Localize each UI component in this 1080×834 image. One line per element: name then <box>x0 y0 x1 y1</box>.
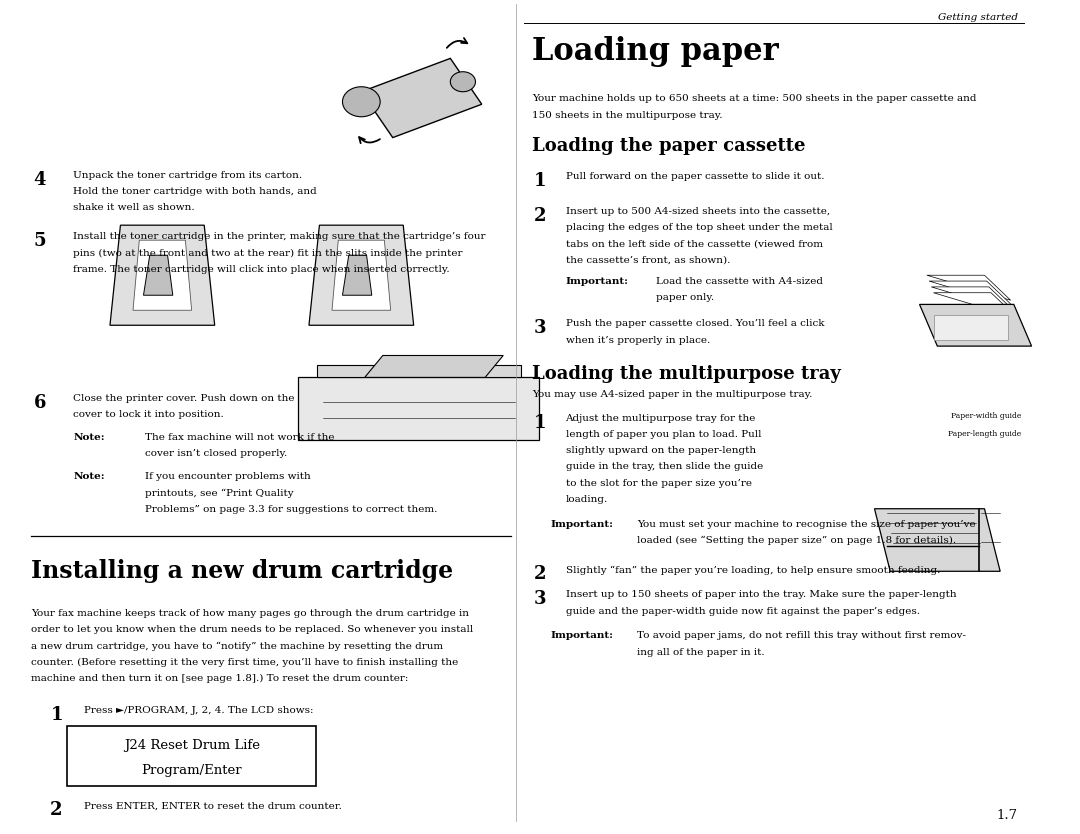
Text: If you encounter problems with: If you encounter problems with <box>145 472 310 481</box>
Text: 2: 2 <box>535 207 546 225</box>
Text: Paper-width guide: Paper-width guide <box>950 412 1021 420</box>
Text: Your fax machine keeps track of how many pages go through the drum cartridge in: Your fax machine keeps track of how many… <box>31 609 470 618</box>
Text: Note:: Note: <box>73 472 105 481</box>
Text: Press ►/PROGRAM, J, 2, 4. The LCD shows:: Press ►/PROGRAM, J, 2, 4. The LCD shows: <box>84 706 313 715</box>
Text: Installing a new drum cartridge: Installing a new drum cartridge <box>31 559 454 583</box>
Text: guide in the tray, then slide the guide: guide in the tray, then slide the guide <box>566 462 762 471</box>
Text: cover to lock it into position.: cover to lock it into position. <box>73 409 224 419</box>
Text: Loading the paper cassette: Loading the paper cassette <box>532 137 806 155</box>
Text: Note:: Note: <box>73 433 105 442</box>
Text: cover isn’t closed properly.: cover isn’t closed properly. <box>145 449 287 458</box>
Text: Loading paper: Loading paper <box>532 36 779 67</box>
Text: counter. (Before resetting it the very first time, you’ll have to finish install: counter. (Before resetting it the very f… <box>31 658 459 667</box>
Text: to the slot for the paper size you’re: to the slot for the paper size you’re <box>566 479 752 488</box>
Text: when it’s properly in place.: when it’s properly in place. <box>566 335 710 344</box>
Text: Insert up to 150 sheets of paper into the tray. Make sure the paper-length: Insert up to 150 sheets of paper into th… <box>566 590 956 600</box>
Polygon shape <box>342 255 372 295</box>
Text: Load the cassette with A4-sized: Load the cassette with A4-sized <box>656 277 823 286</box>
Text: shake it well as shown.: shake it well as shown. <box>73 203 194 213</box>
Text: Adjust the multipurpose tray for the: Adjust the multipurpose tray for the <box>566 414 756 423</box>
Text: 2: 2 <box>51 801 63 820</box>
Polygon shape <box>929 281 1013 306</box>
Text: You must set your machine to recognise the size of paper you’ve: You must set your machine to recognise t… <box>637 520 975 529</box>
Text: Pull forward on the paper cassette to slide it out.: Pull forward on the paper cassette to sl… <box>566 172 824 181</box>
Circle shape <box>342 87 380 117</box>
Bar <box>298 378 539 440</box>
Text: loading.: loading. <box>566 495 608 504</box>
Text: the cassette’s front, as shown).: the cassette’s front, as shown). <box>566 255 730 264</box>
Text: Program/Enter: Program/Enter <box>141 764 242 777</box>
Text: frame. The toner cartridge will click into place when inserted correctly.: frame. The toner cartridge will click in… <box>73 264 450 274</box>
Text: 1: 1 <box>535 414 546 432</box>
Text: pins (two at the front and two at the rear) fit in the slits inside the printer: pins (two at the front and two at the re… <box>73 249 463 258</box>
Text: Important:: Important: <box>566 277 629 286</box>
Text: length of paper you plan to load. Pull: length of paper you plan to load. Pull <box>566 430 761 439</box>
Text: tabs on the left side of the cassette (viewed from: tabs on the left side of the cassette (v… <box>566 239 823 249</box>
Text: printouts, see “Print Quality: printouts, see “Print Quality <box>145 488 293 498</box>
Text: Slightly “fan” the paper you’re loading, to help ensure smooth feeding.: Slightly “fan” the paper you’re loading,… <box>566 565 940 575</box>
Polygon shape <box>933 293 1017 318</box>
Polygon shape <box>931 287 1015 312</box>
Bar <box>934 315 1008 340</box>
Polygon shape <box>133 240 191 310</box>
Text: guide and the paper-width guide now fit against the paper’s edges.: guide and the paper-width guide now fit … <box>566 607 919 615</box>
Text: 1: 1 <box>535 172 546 190</box>
Text: ing all of the paper in it.: ing all of the paper in it. <box>637 647 765 656</box>
Text: 1: 1 <box>51 706 63 724</box>
Text: Problems” on page 3.3 for suggestions to correct them.: Problems” on page 3.3 for suggestions to… <box>145 505 437 514</box>
Text: 2: 2 <box>535 565 546 584</box>
Text: Important:: Important: <box>551 520 613 529</box>
Text: Press ENTER, ENTER to reset the drum counter.: Press ENTER, ENTER to reset the drum cou… <box>84 801 341 811</box>
Text: Paper-length guide: Paper-length guide <box>948 430 1021 439</box>
Text: loaded (see “Setting the paper size” on page 1.8 for details).: loaded (see “Setting the paper size” on … <box>637 535 956 545</box>
Text: Important:: Important: <box>551 631 613 641</box>
Text: machine and then turn it on [see page 1.8].) To reset the drum counter:: machine and then turn it on [see page 1.… <box>31 674 409 683</box>
Text: 1.7: 1.7 <box>997 809 1018 822</box>
Text: 3: 3 <box>535 319 546 338</box>
Text: Close the printer cover. Push down on the: Close the printer cover. Push down on th… <box>73 394 295 403</box>
Text: You may use A4-sized paper in the multipurpose tray.: You may use A4-sized paper in the multip… <box>532 390 812 399</box>
Text: 4: 4 <box>33 171 46 189</box>
Text: 6: 6 <box>33 394 46 412</box>
Polygon shape <box>144 255 173 295</box>
Polygon shape <box>362 58 482 138</box>
Text: 3: 3 <box>535 590 546 609</box>
Text: Install the toner cartridge in the printer, making sure that the cartridge’s fou: Install the toner cartridge in the print… <box>73 232 486 241</box>
Text: paper only.: paper only. <box>656 293 714 302</box>
Polygon shape <box>919 304 1031 346</box>
Polygon shape <box>332 240 391 310</box>
FancyBboxPatch shape <box>67 726 316 786</box>
Text: Push the paper cassette closed. You’ll feel a click: Push the paper cassette closed. You’ll f… <box>566 319 824 329</box>
Polygon shape <box>365 355 503 377</box>
Text: order to let you know when the drum needs to be replaced. So whenever you instal: order to let you know when the drum need… <box>31 626 474 635</box>
Text: 150 sheets in the multipurpose tray.: 150 sheets in the multipurpose tray. <box>532 111 723 119</box>
Polygon shape <box>927 275 1011 300</box>
Text: Loading the multipurpose tray: Loading the multipurpose tray <box>532 365 841 384</box>
Text: slightly upward on the paper-length: slightly upward on the paper-length <box>566 446 756 455</box>
Polygon shape <box>110 225 215 325</box>
Text: Unpack the toner cartridge from its carton.: Unpack the toner cartridge from its cart… <box>73 171 302 180</box>
Bar <box>316 365 522 377</box>
Text: To avoid paper jams, do not refill this tray without first remov-: To avoid paper jams, do not refill this … <box>637 631 966 641</box>
Text: J24 Reset Drum Life: J24 Reset Drum Life <box>123 739 259 752</box>
Circle shape <box>450 72 475 92</box>
Polygon shape <box>875 509 1000 571</box>
Text: Hold the toner cartridge with both hands, and: Hold the toner cartridge with both hands… <box>73 188 318 196</box>
Polygon shape <box>309 225 414 325</box>
Text: placing the edges of the top sheet under the metal: placing the edges of the top sheet under… <box>566 223 833 232</box>
Text: Your machine holds up to 650 sheets at a time: 500 sheets in the paper cassette : Your machine holds up to 650 sheets at a… <box>532 94 976 103</box>
Text: a new drum cartridge, you have to “notify” the machine by resetting the drum: a new drum cartridge, you have to “notif… <box>31 641 444 651</box>
Text: Getting started: Getting started <box>937 13 1018 23</box>
Text: The fax machine will not work if the: The fax machine will not work if the <box>145 433 334 442</box>
Text: 5: 5 <box>33 232 46 250</box>
Text: Insert up to 500 A4-sized sheets into the cassette,: Insert up to 500 A4-sized sheets into th… <box>566 207 829 216</box>
